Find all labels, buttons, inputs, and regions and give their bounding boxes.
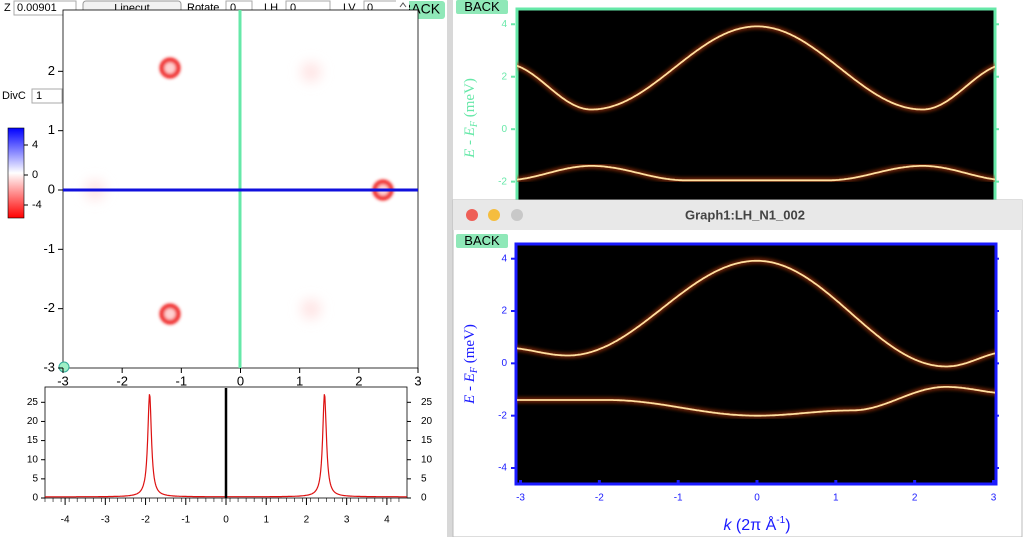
back-text: BACK <box>464 233 500 248</box>
graph1-xlabel: k (2π Å-1) <box>723 515 790 535</box>
x-tick-label: 2 <box>355 373 362 388</box>
x-tick-label: 3 <box>414 373 421 388</box>
z-value: 0.00901 <box>17 2 57 14</box>
y-tick-label: 2 <box>48 63 55 78</box>
y-tick-label: -2 <box>498 410 507 421</box>
y-tick-label: 20 <box>421 416 433 427</box>
y-tick-label: 15 <box>421 435 433 446</box>
graph0-ylabel: E - EF (meV) <box>462 78 480 159</box>
colorbar-tick-label: -4 <box>32 199 42 211</box>
x-tick-label: -3 <box>516 493 525 504</box>
divc-label: DivC <box>2 90 26 102</box>
y-tick-label: 2 <box>501 306 507 317</box>
y-tick-label: 5 <box>32 474 38 485</box>
y-tick-label: 5 <box>421 474 427 485</box>
graph1-ylabel: E - EF (meV) <box>462 324 480 405</box>
y-tick-label: 0 <box>501 124 507 135</box>
x-tick-label: 4 <box>384 515 390 526</box>
y-tick-label: 15 <box>27 435 39 446</box>
bands <box>517 257 995 419</box>
x-tick-label: 3 <box>991 493 997 504</box>
y-tick-label: 4 <box>501 253 507 264</box>
y-tick-label: -2 <box>43 300 55 315</box>
y-tick-label: 25 <box>27 397 39 408</box>
x-tick-label: -3 <box>57 373 69 388</box>
colorbar <box>7 127 25 219</box>
y-tick-label: 1 <box>48 122 55 137</box>
back-text: BACK <box>464 0 500 14</box>
x-tick-label: -1 <box>176 373 188 388</box>
close-button[interactable] <box>466 209 478 221</box>
y-tick-label: 10 <box>421 454 433 465</box>
x-tick-label: -1 <box>674 493 683 504</box>
y-tick-label: 10 <box>27 454 39 465</box>
y-tick-label: 20 <box>27 416 39 427</box>
label-part: (meV) <box>462 324 478 367</box>
back-button[interactable] <box>456 0 508 14</box>
bands <box>517 23 995 184</box>
x-tick-label: 3 <box>344 515 350 526</box>
label-part: ) <box>785 517 790 534</box>
label-sub: F <box>469 366 480 374</box>
y-tick-label: -3 <box>43 359 55 374</box>
window-gap <box>447 0 453 537</box>
z-field[interactable] <box>13 0 77 16</box>
label-part: k <box>723 517 732 534</box>
x-tick-label: 2 <box>912 493 918 504</box>
x-tick-label: -2 <box>141 515 150 526</box>
window-title: Graph1:LH_N1_002 <box>685 207 805 222</box>
y-tick-label: -4 <box>498 463 507 474</box>
minimize-button[interactable] <box>488 209 500 221</box>
z-label: Z <box>4 2 11 14</box>
x-tick-label: -2 <box>595 493 604 504</box>
y-tick-label: 0 <box>501 358 507 369</box>
band <box>517 164 995 182</box>
y-tick-label: 4 <box>501 19 507 30</box>
x-tick-label: 1 <box>263 515 269 526</box>
y-tick-label: 2 <box>501 71 507 82</box>
rotate-value: 0 <box>230 2 236 14</box>
graph1-window: Graph1:LH_N1_002 <box>452 199 1023 537</box>
label-sup: -1 <box>776 515 785 526</box>
back-button[interactable] <box>456 234 508 248</box>
x-tick-label: 1 <box>833 493 839 504</box>
label-part: (2π Å <box>731 515 776 534</box>
colorbar-tick-label: 4 <box>32 139 38 151</box>
band <box>517 385 995 417</box>
zoom-button[interactable] <box>511 209 523 221</box>
cursor-handle[interactable] <box>58 361 70 373</box>
x-tick-label: -3 <box>101 515 110 526</box>
band <box>517 25 995 111</box>
colorbar-tick-label: 0 <box>32 169 38 181</box>
y-tick-label: 25 <box>421 397 433 408</box>
y-tick-label: 0 <box>48 181 55 196</box>
x-tick-label: 2 <box>304 515 310 526</box>
label-sub: F <box>469 120 480 128</box>
label-part: E - E <box>462 127 478 159</box>
y-tick-label: 0 <box>421 493 427 504</box>
x-tick-label: 0 <box>223 515 229 526</box>
x-tick-label: 0 <box>754 493 760 504</box>
label-part: (meV) <box>462 78 478 121</box>
band <box>517 259 995 368</box>
lv-value: 0 <box>367 2 373 14</box>
title-bar <box>453 200 1022 230</box>
y-tick-label: -1 <box>43 241 55 256</box>
label-part: E - E <box>462 373 478 405</box>
y-tick-label: 0 <box>32 493 38 504</box>
divc-field[interactable] <box>31 88 63 104</box>
divc-value: 1 <box>36 90 42 102</box>
x-tick-label: 1 <box>296 373 303 388</box>
graph1-plot <box>517 245 995 483</box>
x-tick-label: -1 <box>181 515 190 526</box>
x-tick-label: -2 <box>116 373 128 388</box>
x-tick-label: -4 <box>61 515 70 526</box>
y-tick-label: -2 <box>498 176 507 187</box>
x-tick-label: 0 <box>237 373 244 388</box>
lh-value: 0 <box>290 2 296 14</box>
